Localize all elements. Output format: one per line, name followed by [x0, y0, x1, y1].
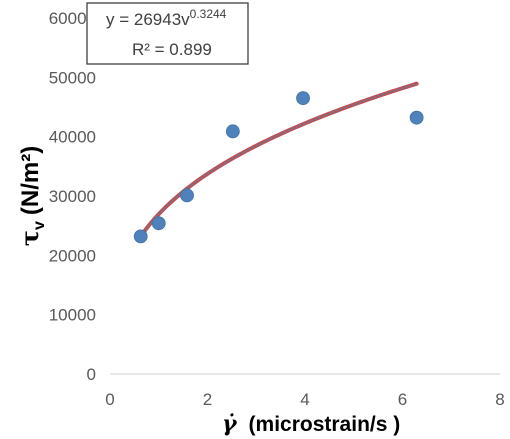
trendline-equation: y = 26943v0.3244 — [106, 7, 227, 29]
data-point — [409, 110, 424, 125]
x-tick-labels: 0 2 4 6 8 — [105, 390, 504, 409]
equation-prefix: y = 26943v — [106, 10, 190, 29]
x-tick-label: 0 — [105, 390, 114, 409]
y-axis-unit: (N/m²) — [17, 146, 44, 215]
x-tick-label: 2 — [203, 390, 212, 409]
x-axis-text: (microstrain/s ) — [249, 413, 401, 436]
y-axis-symbol: τ — [15, 230, 44, 246]
y-tick-label: 50000 — [49, 68, 96, 87]
y-axis-subscript: v — [31, 221, 48, 230]
x-axis-title: γ̇ (microstrain/s ) — [222, 411, 400, 437]
y-tick-label: 20000 — [49, 246, 96, 265]
x-axis-symbol: γ̇ — [222, 411, 238, 437]
x-tick-label: 6 — [398, 390, 407, 409]
data-point — [180, 188, 194, 203]
svg-text:γ̇(microstrain/s ): γ̇ (microstrain/s ) — [222, 411, 400, 437]
data-point — [225, 124, 240, 139]
trendline-curve — [138, 81, 419, 239]
r-squared: R² = 0.899 — [132, 40, 212, 59]
data-point — [151, 216, 166, 231]
y-tick-label: 30000 — [49, 187, 96, 206]
trendline-dash-overlay — [140, 83, 417, 237]
svg-text:τv(N/m²): τv (N/m²) — [15, 146, 48, 246]
data-point — [133, 229, 148, 244]
y-axis-title: τv (N/m²) — [15, 146, 48, 246]
equation-box: y = 26943v0.3244 R² = 0.899 — [86, 2, 249, 65]
trendline — [138, 81, 419, 239]
y-tick-label: 10000 — [49, 306, 96, 325]
data-points — [133, 91, 424, 244]
equation-exponent: 0.3244 — [190, 7, 227, 21]
y-tick-labels: 0 10000 20000 30000 40000 50000 60000 — [49, 9, 96, 384]
y-tick-label: 0 — [87, 365, 96, 384]
y-tick-label: 40000 — [49, 128, 96, 147]
y-tick-label: 60000 — [49, 9, 96, 28]
x-tick-label: 4 — [300, 390, 309, 409]
data-point — [296, 91, 310, 105]
x-tick-label: 8 — [495, 390, 504, 409]
